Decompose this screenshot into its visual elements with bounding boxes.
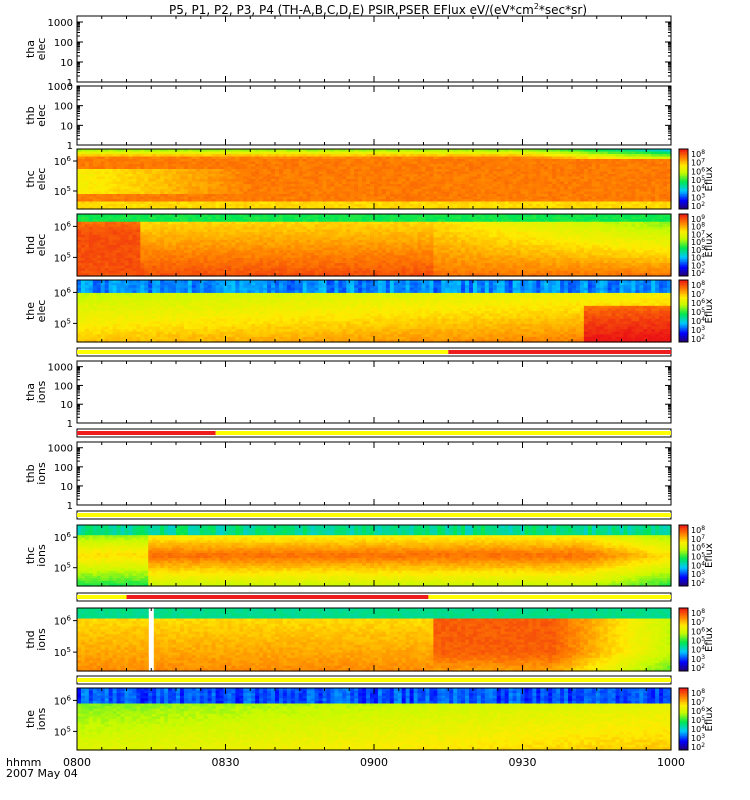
chart-title: P5, P1, P2, P3, P4 (TH-A,B,C,D,E) PSIR,P… [169, 2, 587, 17]
panel-label-thb-elec: thbelec [24, 104, 48, 127]
spectrogram-figure: P5, P1, P2, P3, P4 (TH-A,B,C,D,E) PSIR,P… [0, 0, 750, 800]
panel-label-line: elec [35, 168, 48, 191]
panel-label-thc-elec: thcelec [24, 168, 48, 191]
panel-frame [77, 16, 671, 82]
y-tick-label: 100 [54, 38, 73, 49]
panels-group: thaelec1101001000thbelec1101001000thcele… [24, 16, 715, 752]
panel-frame [77, 86, 671, 145]
heatmap-thc-elec [77, 149, 672, 210]
panel-label-tha-elec: thaelec [24, 38, 48, 61]
chart-title-prefix: P5, P1, P2, P3, P4 (TH-A,B,C,D,E) PSIR,P… [169, 3, 534, 17]
y-tick-label: 1000 [48, 18, 73, 29]
panel-label-line: elec [35, 38, 48, 61]
y-tick-label: 100 [54, 102, 73, 113]
panel-thb-elec: thbelec 1 10 100 1000 [24, 82, 671, 152]
panel-label-line: elec [35, 104, 48, 127]
y-tick-label: 1000 [48, 82, 73, 93]
chart-title-suffix: *sec*sr) [539, 3, 587, 17]
y-tick-label: 10 [60, 58, 73, 69]
y-tick-label: 10 [60, 121, 73, 132]
y-tick-label: 1 [67, 141, 73, 152]
